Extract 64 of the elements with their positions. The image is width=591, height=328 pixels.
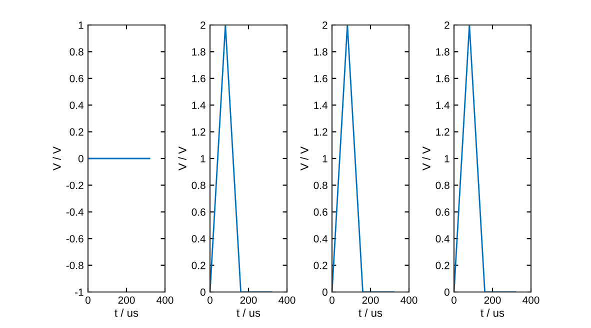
y-tick-label: 1.6 [192,74,206,82]
x-tick-label: 0 [330,296,334,304]
y-tick-label: 0 [322,288,328,296]
y-axis-title: V / V [300,146,308,170]
y-tick-label: 0.2 [314,262,328,270]
y-tick-label: 0.6 [70,74,84,82]
y-tick-label: 1 [78,22,84,29]
y-tick-label: 1.8 [192,48,206,56]
x-axis-title: t / us [236,308,260,317]
y-tick-label: 0.4 [436,235,450,242]
y-tick-label: 1.4 [192,102,206,109]
x-tick-label: 200 [118,296,135,304]
x-axis-title: t / us [480,308,504,317]
y-tick-label: 0.4 [314,235,328,242]
y-tick-label: 2 [200,22,206,29]
y-axis-title: V / V [422,146,430,170]
y-tick-label: 0.6 [314,208,328,216]
y-tick-label: 0 [444,288,450,296]
y-tick-label: -0.4 [66,208,84,216]
y-tick-label: -0.6 [66,235,84,242]
y-tick-label: 1.4 [314,102,328,109]
y-tick-label: 1.4 [436,102,450,109]
y-tick-label: 0.6 [436,208,450,216]
y-axis-title: V / V [178,146,186,170]
y-tick-label: 1.6 [436,74,450,82]
x-tick-label: 200 [484,296,501,304]
x-tick-label: 0 [208,296,212,304]
x-tick-label: 200 [240,296,257,304]
y-tick-label: 0.2 [192,262,206,270]
x-tick-label: 400 [278,296,296,304]
y-tick-label: 1.2 [436,128,450,136]
x-tick-label: 400 [156,296,174,304]
y-tick-label: 0.8 [192,182,206,190]
y-tick-label: 1.8 [436,48,450,56]
y-axis-title: V / V [52,146,61,170]
y-tick-label: 1.2 [314,128,328,136]
x-axis-title: t / us [358,308,382,317]
y-tick-label: 2 [444,22,450,29]
y-tick-label: -0.2 [66,182,84,190]
y-tick-label: 0 [200,288,206,296]
x-tick-label: 200 [362,296,379,304]
y-tick-label: 1 [444,155,450,162]
x-tick-label: 400 [522,296,540,304]
y-tick-label: 1 [322,155,328,162]
y-tick-label: 0.2 [70,128,84,136]
y-tick-label: -1 [75,288,84,296]
x-tick-label: 0 [86,296,90,304]
y-tick-label: 1 [200,155,206,162]
y-tick-label: 0 [78,155,84,162]
y-tick-label: 0.2 [436,262,450,270]
x-tick-label: 400 [400,296,418,304]
y-tick-label: 1.8 [314,48,328,56]
y-tick-label: 0.8 [436,182,450,190]
y-tick-label: 2 [322,22,328,29]
x-tick-label: 0 [452,296,456,304]
y-tick-label: 1.2 [192,128,206,136]
y-tick-label: 0.8 [314,182,328,190]
y-tick-label: 0.6 [192,208,206,216]
y-tick-label: -0.8 [66,262,84,270]
y-tick-label: 0.4 [70,102,84,109]
y-tick-label: 0.8 [70,48,84,56]
y-tick-label: 0.4 [192,235,206,242]
y-tick-label: 1.6 [314,74,328,82]
x-axis-title: t / us [114,308,138,317]
